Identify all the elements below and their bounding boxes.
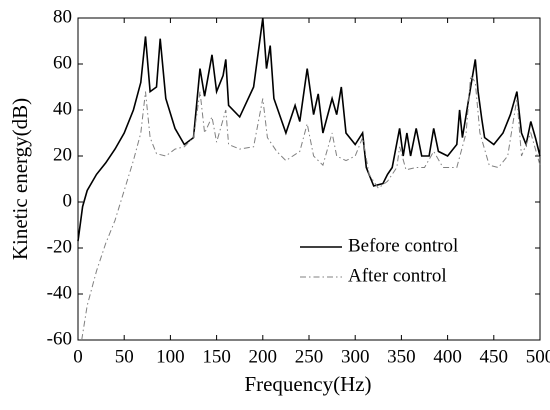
x-tick-label: 350 [387,346,416,367]
x-tick-label: 200 [249,346,278,367]
legend-label: Before control [348,235,458,256]
x-tick-label: 0 [73,346,83,367]
series-line [81,74,541,341]
x-tick-label: 100 [156,346,185,367]
x-tick-label: 450 [480,346,509,367]
y-tick-label: -60 [47,328,72,349]
y-tick-label: 20 [53,144,72,165]
x-tick-label: 400 [433,346,462,367]
y-tick-label: -40 [47,282,72,303]
x-tick-label: 300 [341,346,370,367]
x-tick-label: 150 [202,346,231,367]
y-axis-label: Kinetic energy(dB) [8,98,32,260]
y-tick-label: 40 [53,98,72,119]
series-line [77,17,541,242]
y-tick-label: 0 [63,190,73,211]
x-tick-label: 250 [295,346,324,367]
y-tick-label: 80 [53,6,72,27]
x-axis-label: Frequency(Hz) [244,372,371,396]
x-tick-label: 50 [115,346,134,367]
legend-label: After control [348,265,447,286]
x-tick-label: 500 [526,346,550,367]
y-tick-label: -20 [47,236,72,257]
y-tick-label: 60 [53,52,72,73]
